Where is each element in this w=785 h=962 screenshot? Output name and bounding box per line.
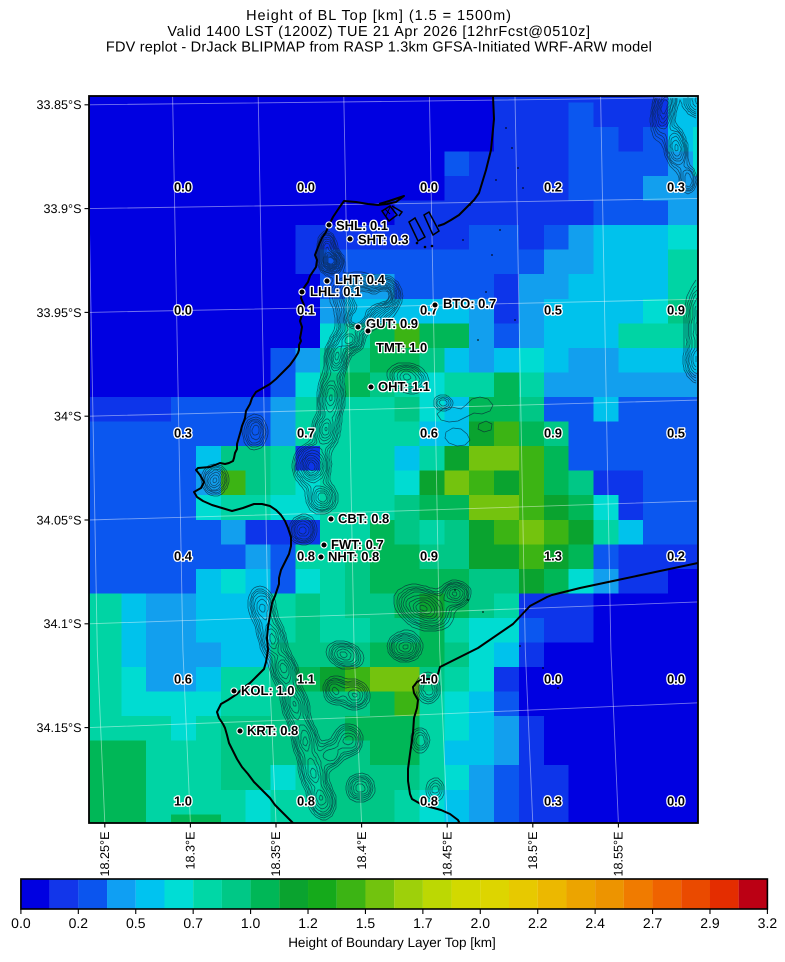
svg-text:18.35°E: 18.35°E — [269, 832, 283, 877]
svg-text:1.3: 1.3 — [544, 549, 562, 564]
svg-text:BTO: 0.7: BTO: 0.7 — [443, 296, 496, 311]
svg-text:0.7: 0.7 — [183, 915, 203, 931]
svg-text:OHT: 1.1: OHT: 1.1 — [378, 379, 430, 394]
svg-text:KOL: 1.0: KOL: 1.0 — [241, 683, 294, 698]
svg-text:33.95°S: 33.95°S — [37, 306, 82, 320]
svg-text:34.1°S: 34.1°S — [44, 617, 82, 631]
svg-text:1.1: 1.1 — [297, 672, 315, 687]
svg-text:FDV replot - DrJack BLIPMAP fr: FDV replot - DrJack BLIPMAP from RASP 1.… — [106, 40, 652, 56]
svg-text:0.5: 0.5 — [544, 303, 562, 318]
svg-text:0.0: 0.0 — [667, 672, 685, 687]
svg-text:18.25°E: 18.25°E — [98, 832, 112, 877]
svg-text:34.15°S: 34.15°S — [37, 721, 82, 735]
svg-text:0.4: 0.4 — [174, 549, 193, 564]
svg-text:0.0: 0.0 — [11, 915, 31, 931]
svg-text:LHL: 0.1: LHL: 0.1 — [310, 284, 361, 299]
svg-text:CBT: 0.8: CBT: 0.8 — [338, 511, 389, 526]
svg-text:0.0: 0.0 — [174, 303, 192, 318]
svg-text:Height of BL Top [km] (1.5 = 1: Height of BL Top [km] (1.5 = 1500m) — [246, 8, 512, 24]
svg-text:GUT: 0.9: GUT: 0.9 — [366, 316, 418, 331]
svg-text:0.9: 0.9 — [420, 549, 438, 564]
svg-text:0.9: 0.9 — [544, 426, 562, 441]
svg-text:2.2: 2.2 — [528, 915, 548, 931]
svg-text:1.0: 1.0 — [420, 672, 438, 687]
svg-text:SHT: 0.3: SHT: 0.3 — [358, 232, 409, 247]
svg-text:0.0: 0.0 — [174, 180, 192, 195]
svg-text:0.7: 0.7 — [297, 426, 315, 441]
svg-text:0.3: 0.3 — [667, 180, 685, 195]
svg-text:0.6: 0.6 — [174, 672, 192, 687]
svg-text:18.4°E: 18.4°E — [355, 832, 369, 870]
svg-text:0.5: 0.5 — [667, 426, 685, 441]
svg-text:NHT: 0.8: NHT: 0.8 — [328, 549, 379, 564]
svg-text:1.2: 1.2 — [298, 915, 318, 931]
svg-text:2.4: 2.4 — [585, 915, 605, 931]
svg-text:0.2: 0.2 — [667, 549, 685, 564]
svg-text:18.3°E: 18.3°E — [184, 832, 198, 870]
svg-text:TMT: 1.0: TMT: 1.0 — [376, 340, 427, 355]
svg-text:KRT: 0.8: KRT: 0.8 — [247, 723, 298, 738]
svg-text:Valid 1400 LST (1200Z) TUE 21: Valid 1400 LST (1200Z) TUE 21 Apr 2026 [… — [167, 24, 590, 40]
svg-text:1.5: 1.5 — [356, 915, 376, 931]
svg-text:0.2: 0.2 — [544, 180, 562, 195]
svg-text:33.9°S: 33.9°S — [44, 202, 82, 216]
svg-text:0.5: 0.5 — [126, 915, 146, 931]
svg-text:34.05°S: 34.05°S — [37, 513, 82, 527]
svg-text:FWT: 0.7: FWT: 0.7 — [331, 537, 384, 552]
svg-text:LHT: 0.4: LHT: 0.4 — [335, 272, 386, 287]
svg-text:0.0: 0.0 — [297, 180, 315, 195]
svg-text:2.9: 2.9 — [700, 915, 720, 931]
svg-text:34°S: 34°S — [54, 410, 81, 424]
svg-text:18.45°E: 18.45°E — [440, 832, 454, 877]
svg-text:2.0: 2.0 — [471, 915, 491, 931]
svg-text:0.9: 0.9 — [667, 303, 685, 318]
svg-text:0.3: 0.3 — [544, 794, 562, 809]
svg-text:0.2: 0.2 — [69, 915, 89, 931]
svg-text:0.8: 0.8 — [297, 794, 315, 809]
svg-text:18.55°E: 18.55°E — [612, 832, 626, 877]
svg-text:2.7: 2.7 — [643, 915, 663, 931]
svg-text:18.5°E: 18.5°E — [526, 832, 540, 870]
svg-text:0.0: 0.0 — [420, 180, 438, 195]
svg-text:33.85°S: 33.85°S — [37, 98, 82, 112]
svg-text:1.0: 1.0 — [174, 794, 192, 809]
svg-text:0.3: 0.3 — [174, 426, 192, 441]
svg-text:3.2: 3.2 — [758, 915, 778, 931]
svg-text:0.0: 0.0 — [544, 672, 562, 687]
svg-text:1.7: 1.7 — [413, 915, 433, 931]
svg-text:0.1: 0.1 — [297, 303, 315, 318]
svg-text:Height of Boundary Layer Top [: Height of Boundary Layer Top [km] — [288, 935, 496, 950]
svg-text:0.6: 0.6 — [420, 426, 438, 441]
svg-text:0.8: 0.8 — [420, 794, 438, 809]
svg-text:SHL: 0.1: SHL: 0.1 — [336, 218, 388, 233]
svg-text:0.0: 0.0 — [667, 794, 685, 809]
svg-text:0.8: 0.8 — [297, 549, 315, 564]
svg-text:1.0: 1.0 — [241, 915, 261, 931]
